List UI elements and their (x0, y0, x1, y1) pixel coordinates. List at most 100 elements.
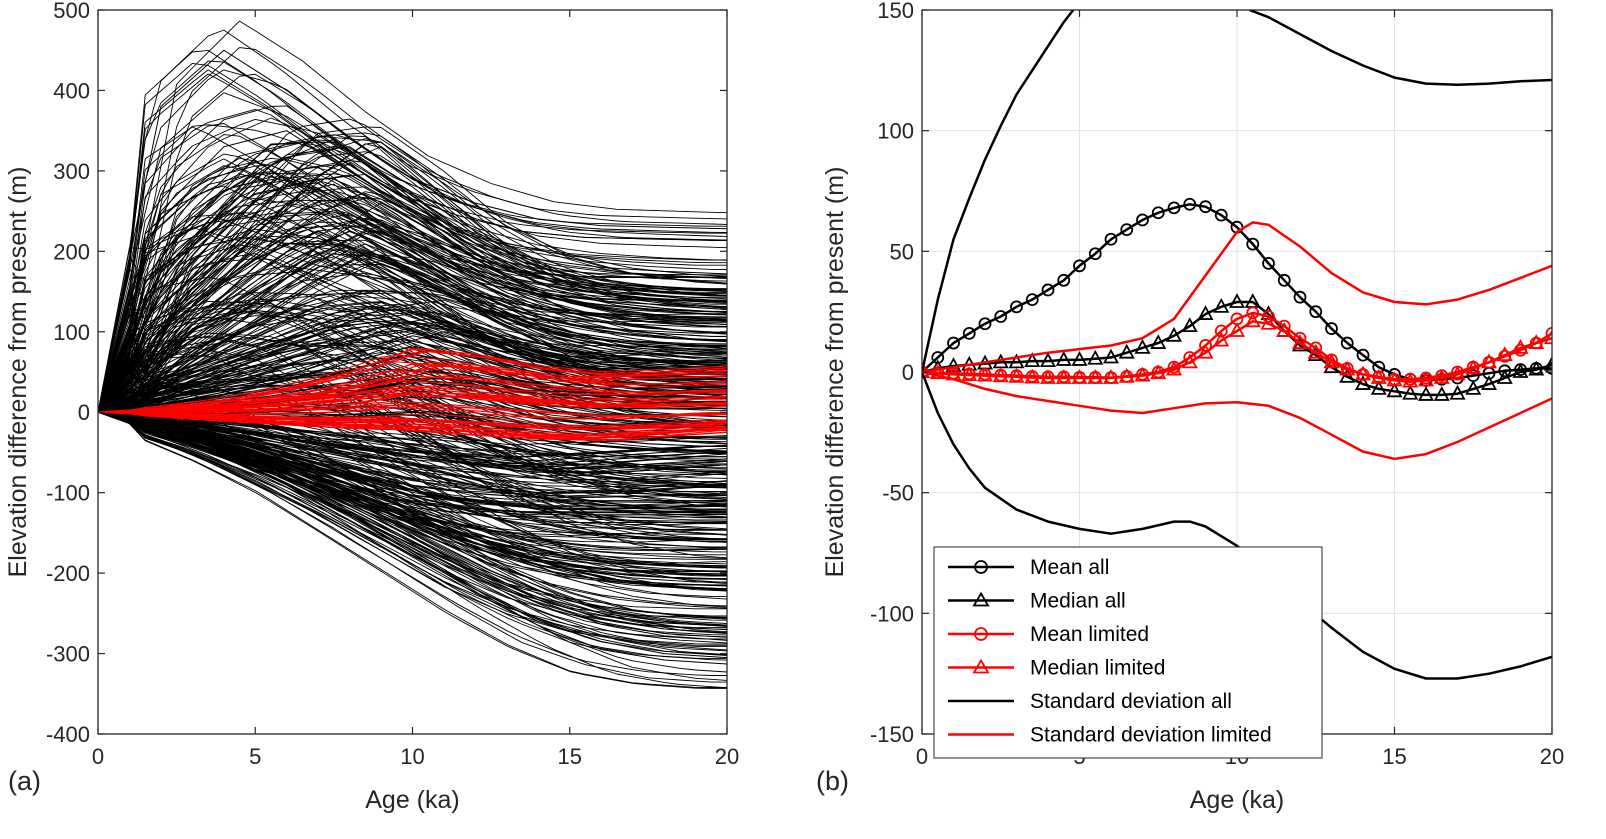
panel-a-run-all (98, 158, 727, 413)
series-median-all-point (1087, 349, 1104, 365)
panel-a-run-all (98, 201, 727, 413)
panel-a-run-limited (98, 385, 727, 413)
series-median-limited-point (1449, 365, 1466, 381)
series-median-limited-point (1228, 322, 1246, 337)
series-median-limited-point (1291, 334, 1309, 349)
series-median-all-point (1417, 386, 1435, 401)
series-mean-all-point (1010, 300, 1023, 314)
panel-a-run-all (98, 411, 727, 489)
panel-a-run-all (98, 371, 727, 486)
panel-b-y-tick-label: 150 (877, 0, 914, 23)
legend-box (933, 546, 1323, 759)
panel-b-y-tick-label: 0 (902, 360, 914, 385)
series-median-all-point (1213, 297, 1230, 313)
panel-a-series-all (98, 411, 727, 494)
panel-a-run-all (98, 224, 727, 413)
panel-a-run-all (98, 253, 727, 413)
series-median-all-point (1039, 352, 1057, 368)
panel-a-run-all (98, 145, 727, 413)
series-mean-all-point (1057, 273, 1071, 287)
panel-a-run-all (98, 306, 727, 413)
series-mean-limited-point (1262, 310, 1275, 323)
series-median-limited-point (992, 367, 1009, 383)
panel-a-series-limited (98, 403, 727, 417)
panel-a-run-all (98, 248, 727, 413)
panel-a-run-all (98, 312, 727, 413)
series-median-limited-point (1417, 371, 1435, 387)
panel-a-series-all (98, 49, 727, 413)
panel-a-data-lines (98, 20, 727, 689)
panel-a-run-all (98, 355, 727, 548)
legend-label-standard-deviation-limited: Standard deviation limited (1030, 724, 1272, 747)
panel-a-run-all (98, 411, 727, 501)
panel-a-y-tick-label: 200 (53, 239, 90, 264)
panel-a-x-tick-label: 20 (715, 744, 739, 769)
panel-a-series-all (98, 411, 727, 514)
panel-a-series-limited (98, 411, 727, 442)
series-median-limited-point (1181, 353, 1198, 369)
panel-a-x-tick-label: 5 (249, 744, 261, 769)
panel-a-run-all (98, 134, 727, 413)
series-median-limited-point (1528, 334, 1545, 349)
series-median-limited-point (1213, 331, 1230, 347)
legend-label-median-limited: Median limited (1030, 657, 1165, 680)
panel-a-run-all (98, 411, 727, 660)
series-mean-all-point (1136, 213, 1149, 227)
panel-a-x-tick-label: 15 (558, 744, 582, 769)
series-mean-all-point (1262, 256, 1275, 270)
panel-a-run-all (98, 411, 727, 661)
series-mean-all-point (1340, 336, 1354, 350)
panel-a-x-tick-label: 10 (400, 744, 424, 769)
panel-a-series-limited (98, 411, 727, 439)
panel-a-series-all (98, 146, 727, 413)
series-mean-all-point (947, 336, 960, 350)
panel-a-series-all (98, 307, 727, 413)
series-median-all-point (1197, 305, 1214, 320)
series-median-all-point (1181, 317, 1198, 333)
panel-a-run-all (98, 123, 727, 413)
panel-a-run-all (98, 411, 727, 617)
panel-b-x-tick-label: 15 (1382, 744, 1406, 769)
series-mean-all-point (994, 310, 1008, 323)
series-median-limited-point (1339, 360, 1356, 376)
panel-a-run-all (98, 411, 727, 683)
series-mean-limited-point (1545, 326, 1552, 340)
series-median-all-point (1465, 380, 1482, 395)
panel-a-run-all (98, 227, 727, 413)
panel-b-label: (b) (816, 766, 849, 796)
panel-a-run-all (98, 411, 727, 536)
series-median-all-point (1323, 358, 1340, 374)
panel-a-series-limited (98, 391, 727, 413)
panel-a-run-all (98, 126, 727, 413)
series-mean-all-point (978, 317, 992, 331)
series-median-limited-point (1087, 369, 1104, 384)
panel-a-run-all (98, 179, 727, 413)
panel-a-run-all (98, 298, 727, 427)
series-median-all-point (1134, 338, 1151, 354)
panel-a-run-all (98, 411, 727, 629)
panel-a-run-all (98, 411, 727, 484)
panel-a-y-tick-label: -100 (46, 481, 90, 506)
series-median-limited-point (929, 364, 946, 380)
legend-label-mean-all: Mean all (1030, 556, 1109, 579)
series-median-all-point (1543, 355, 1552, 371)
series-median-limited-point (1386, 371, 1403, 387)
series-mean-all-point (1246, 237, 1260, 251)
panel-a-run-all (98, 411, 727, 569)
panel-a-x-tick-label: 0 (92, 744, 104, 769)
panel-a-series-limited (98, 375, 727, 413)
panel-a-run-all (98, 411, 727, 505)
panel-a-run-all (98, 176, 727, 413)
panel-a-run-all (98, 299, 727, 413)
panel-a-run-limited (98, 406, 727, 420)
panel-a-run-all (98, 411, 727, 608)
panel-a-run-all (98, 117, 727, 413)
series-median-limited-point (1118, 367, 1135, 383)
panel-b-y-tick-label: 50 (890, 239, 914, 264)
legend-marker-mean-limited (974, 627, 988, 641)
panel-a-run-all (98, 164, 727, 413)
panel-a-run-all (98, 411, 727, 638)
legend-label-standard-deviation-all: Standard deviation all (1030, 690, 1232, 713)
panel-a-run-all (98, 411, 727, 688)
panel-b-x-tick-label: 20 (1540, 744, 1564, 769)
